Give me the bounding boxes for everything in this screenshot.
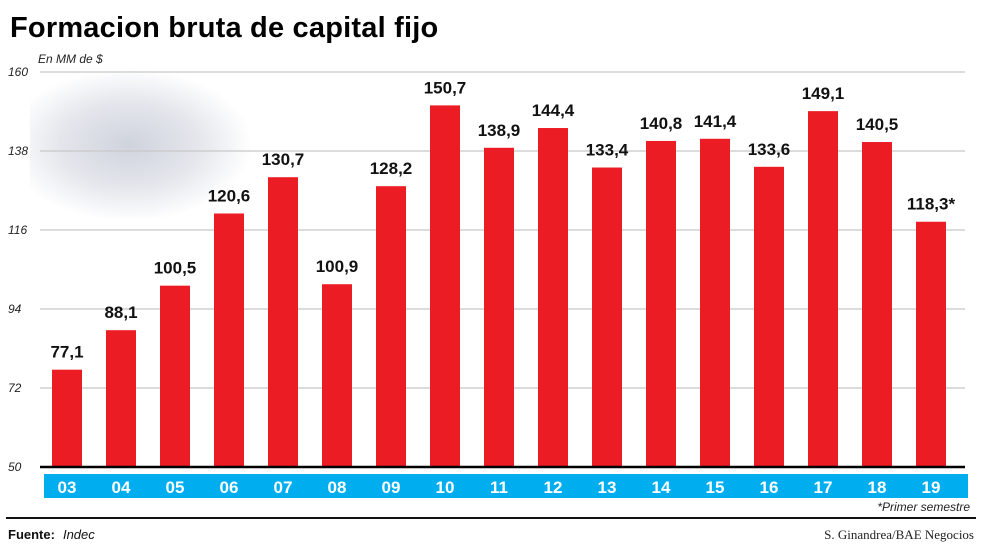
source: Fuente: Indec (8, 527, 95, 542)
bar (160, 285, 190, 467)
chart-title: Formacion bruta de capital fijo (10, 12, 439, 44)
bar (430, 105, 460, 468)
divider (6, 517, 976, 519)
y-tick-label: 50 (8, 460, 22, 474)
category-band (44, 474, 968, 498)
data-label: 140,5 (856, 115, 899, 134)
bar (808, 111, 838, 468)
bar (214, 213, 244, 467)
x-tick-label: 08 (328, 478, 347, 497)
x-tick-label: 18 (868, 478, 887, 497)
data-label: 140,8 (640, 114, 683, 133)
bar (700, 138, 730, 468)
data-label: 100,5 (154, 259, 197, 278)
x-tick-label: 19 (922, 478, 941, 497)
x-tick-label: 15 (706, 478, 725, 497)
y-tick-label: 72 (8, 381, 22, 395)
x-tick-label: 12 (544, 478, 563, 497)
data-label: 133,4 (586, 141, 629, 160)
data-label: 149,1 (802, 84, 845, 103)
x-tick-label: 06 (220, 478, 239, 497)
bar (376, 186, 406, 467)
data-label: 100,9 (316, 257, 359, 276)
x-tick-label: 13 (598, 478, 617, 497)
x-tick-label: 03 (58, 478, 77, 497)
bar (52, 369, 82, 467)
x-tick-label: 10 (436, 478, 455, 497)
data-label: 128,2 (370, 159, 413, 178)
data-label: 141,4 (694, 112, 737, 131)
data-label: 77,1 (50, 343, 83, 362)
x-tick-label: 05 (166, 478, 185, 497)
data-label: 88,1 (104, 303, 137, 322)
source-value: Indec (62, 527, 95, 542)
bar (754, 166, 784, 468)
y-tick-label: 94 (8, 302, 22, 316)
bar (268, 177, 298, 468)
source-label: Fuente: (8, 527, 55, 542)
bar (322, 284, 352, 467)
x-tick-label: 16 (760, 478, 779, 497)
credit: S. Ginandrea/BAE Negocios (824, 527, 974, 542)
data-label: 138,9 (478, 121, 521, 140)
bar (862, 142, 892, 468)
x-tick-label: 17 (814, 478, 833, 497)
data-label: 130,7 (262, 150, 305, 169)
y-tick-label: 116 (8, 223, 27, 237)
y-tick-label: 138 (8, 144, 28, 158)
y-tick-label: 160 (8, 65, 28, 79)
bar (592, 167, 622, 467)
unit-label: En MM de $ (38, 52, 103, 66)
data-label: 133,6 (748, 140, 791, 159)
bar (916, 221, 946, 467)
footnote: *Primer semestre (877, 500, 970, 514)
data-label: 118,3* (907, 195, 956, 214)
bar (538, 128, 568, 467)
data-label: 120,6 (208, 186, 251, 205)
data-label: 150,7 (424, 78, 467, 97)
x-tick-label: 14 (652, 478, 671, 497)
data-label: 144,4 (532, 101, 575, 120)
money-image (30, 70, 250, 220)
bar (646, 140, 676, 468)
bar (484, 147, 514, 467)
x-tick-label: 09 (382, 478, 401, 497)
x-tick-label: 11 (490, 478, 508, 497)
x-tick-label: 07 (274, 478, 293, 497)
bar (106, 330, 136, 467)
x-tick-label: 04 (112, 478, 131, 497)
